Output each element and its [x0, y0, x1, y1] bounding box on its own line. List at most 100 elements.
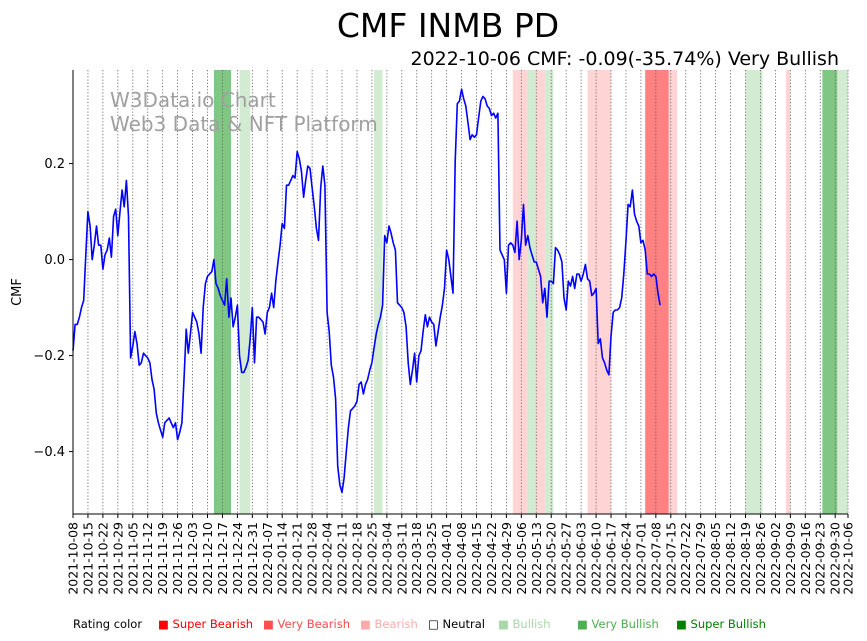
x-tick-label: 2022-05-27: [559, 522, 574, 595]
x-tick-label: 2022-09-09: [783, 522, 798, 595]
band-bullish-2: [374, 70, 383, 514]
x-tick-label: 2022-08-05: [708, 522, 723, 595]
band-bullish-10: [745, 70, 763, 514]
x-tick-label: 2021-10-08: [66, 522, 81, 595]
legend-item-super-bearish: ■ Super Bearish: [158, 617, 253, 631]
x-tick-label: 2022-03-18: [409, 522, 424, 595]
x-tick-label: 2022-02-11: [335, 522, 350, 595]
x-tick-label: 2022-04-29: [499, 522, 514, 595]
x-tick-label: 2021-12-03: [185, 522, 200, 595]
x-tick-label: 2022-06-10: [589, 522, 604, 595]
x-tick-label: 2021-12-10: [200, 522, 215, 595]
x-tick-label: 2022-05-06: [514, 522, 529, 595]
legend-label: Rating color: [73, 617, 142, 631]
legend-item-super-bullish: ■ Super Bullish: [676, 617, 766, 631]
x-tick-label: 2022-09-02: [768, 522, 783, 595]
x-tick-label: 2022-06-03: [574, 522, 589, 595]
y-tick-label: 0.2: [44, 157, 65, 172]
x-tick-label: 2021-10-22: [95, 522, 110, 595]
legend-item-very-bearish: ■ Very Bearish: [263, 617, 350, 631]
x-tick-label: 2022-08-26: [753, 522, 768, 595]
legend-marker: ■: [360, 617, 375, 631]
legend-text: Very Bullish: [592, 617, 659, 631]
band-bearish-7: [587, 70, 612, 514]
x-tick-label: 2022-03-11: [394, 522, 409, 595]
x-tick-label: 2022-02-18: [349, 522, 364, 595]
chart-subtitle: 2022-10-06 CMF: -0.09(-35.74%) Very Bull…: [410, 48, 839, 70]
band-bearish-5: [536, 70, 545, 514]
rating-legend: Rating color ■ Super Bearish ■ Very Beari…: [73, 617, 766, 631]
x-tick-label: 2022-09-30: [828, 522, 843, 595]
cmf-line: [72, 88, 661, 494]
x-tick-label: 2021-12-17: [215, 522, 230, 595]
x-tick-label: 2022-04-08: [454, 522, 469, 595]
x-tick-label: 2022-04-15: [469, 522, 484, 595]
x-ticks: 2021-10-08 2021-10-15 2021-10-22 2021-10-29…: [66, 514, 856, 595]
x-tick-label: 2021-12-31: [245, 522, 260, 595]
x-tick-label: 2021-11-05: [125, 522, 140, 595]
x-tick-label: 2022-07-22: [678, 522, 693, 595]
x-tick-label: 2022-09-23: [813, 522, 828, 595]
x-tick-label: 2022-05-20: [544, 522, 559, 595]
x-tick-label: 2022-05-13: [529, 522, 544, 595]
legend-marker: □: [428, 617, 443, 631]
x-tick-label: 2022-04-01: [439, 522, 454, 595]
x-tick-label: 2022-01-21: [290, 522, 305, 595]
x-tick-label: 2022-03-25: [424, 522, 439, 595]
x-tick-label: 2022-06-17: [604, 522, 619, 595]
x-tick-label: 2021-11-26: [170, 522, 185, 595]
y-axis-label: CMF: [10, 278, 25, 306]
x-tick-label: 2022-08-19: [738, 522, 753, 595]
band-very-bullish-12: [822, 70, 838, 514]
x-tick-label: 2021-10-29: [110, 522, 125, 595]
x-tick-label: 2022-01-14: [275, 522, 290, 595]
rating-bands: [213, 70, 848, 514]
y-tick-label: −0.2: [33, 349, 65, 364]
x-tick-label: 2022-08-12: [723, 522, 738, 595]
band-very-bearish-8: [645, 70, 669, 514]
x-tick-label: 2022-02-04: [320, 522, 335, 595]
legend-marker: ■: [263, 617, 278, 631]
legend-marker: ■: [158, 617, 173, 631]
band-bearish-11: [786, 70, 791, 514]
band-bullish-1: [239, 70, 251, 514]
legend-item-bullish: ■ Bullish: [498, 617, 551, 631]
x-tick-label: 2021-11-12: [140, 522, 155, 595]
x-tick-label: 2022-07-01: [633, 522, 648, 595]
x-tick-label: 2021-10-15: [80, 522, 95, 595]
x-tick-label: 2021-12-24: [230, 522, 245, 595]
x-tick-label: 2022-06-24: [618, 522, 633, 595]
band-bullish-4: [527, 70, 537, 514]
x-tick-label: 2022-07-15: [663, 522, 678, 595]
x-tick-label: 2022-07-08: [648, 522, 663, 595]
x-tick-label: 2022-09-16: [798, 522, 813, 595]
x-tick-label: 2022-04-22: [484, 522, 499, 595]
legend-text: Bullish: [513, 617, 551, 631]
x-tick-label: 2022-10-06: [841, 522, 856, 595]
chart-title: CMF INMB PD: [337, 6, 559, 45]
y-tick-label: −0.4: [33, 445, 65, 460]
watermark-line-1: W3Data.io Chart: [110, 88, 276, 112]
legend-marker: ■: [676, 617, 691, 631]
legend-item-bearish: ■ Bearish: [360, 617, 418, 631]
cmf-series: [72, 88, 661, 494]
legend-text: Very Bearish: [278, 617, 350, 631]
y-ticks: 0.2 0.0 −0.2 −0.4: [33, 157, 73, 460]
x-tick-label: 2021-11-19: [155, 522, 170, 595]
band-bearish-9: [668, 70, 678, 514]
legend-text: Neutral: [443, 617, 485, 631]
legend-item-very-bullish: ■ Very Bullish: [577, 617, 659, 631]
watermark-line-2: Web3 Data & NFT Platform: [110, 112, 378, 136]
x-tick-label: 2022-01-07: [260, 522, 275, 595]
x-tick-label: 2022-07-29: [693, 522, 708, 595]
x-tick-label: 2022-01-28: [305, 522, 320, 595]
legend-marker: ■: [577, 617, 592, 631]
band-bearish-3: [512, 70, 528, 514]
legend-marker: ■: [498, 617, 513, 631]
band-bullish-13: [837, 70, 848, 514]
x-tick-label: 2022-03-04: [379, 522, 394, 595]
legend-item-neutral: □ Neutral: [428, 617, 485, 631]
legend-text: Super Bearish: [173, 617, 254, 631]
legend-text: Bearish: [375, 617, 418, 631]
